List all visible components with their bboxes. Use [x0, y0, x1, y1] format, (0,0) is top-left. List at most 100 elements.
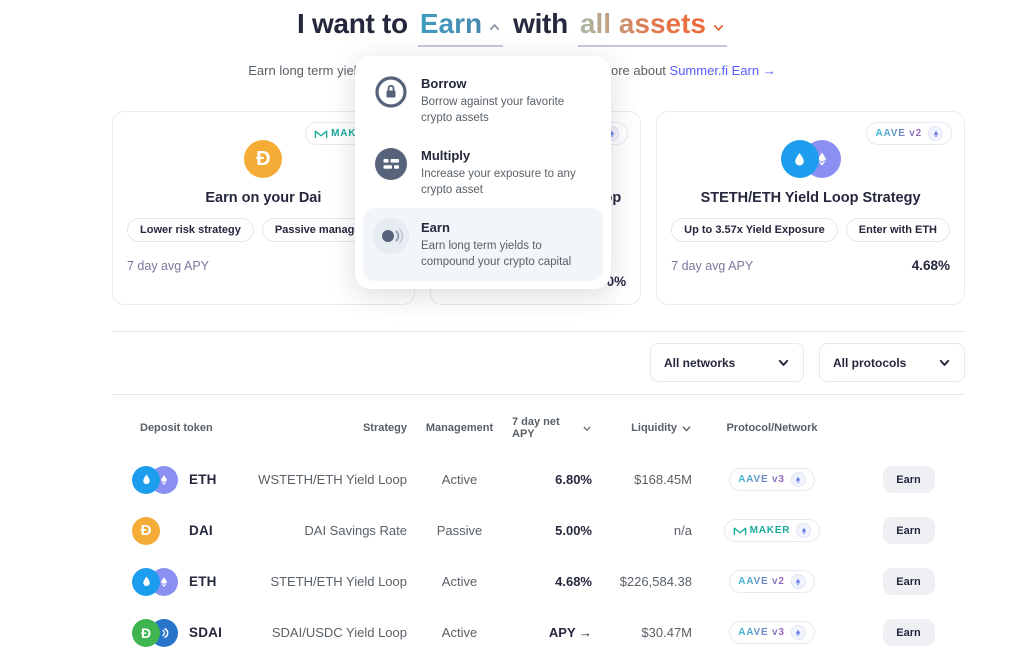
- liquidity-cell: $30.47M: [641, 625, 692, 640]
- card-steth-eth-yield-loop[interactable]: AAVE v2 STETH/ETH Yield Lo: [656, 111, 965, 305]
- product-select-label: Earn: [419, 8, 483, 39]
- menu-item-title: Borrow: [421, 76, 467, 91]
- apy-label: 7 day avg APY: [671, 258, 754, 273]
- protocol-badge-maker: MAKER: [723, 519, 821, 542]
- protocol-badge-aave-v3: AAVE v3: [729, 468, 815, 491]
- table-row[interactable]: ETH STETH/ETH Yield Loop Active 4.68% $2…: [112, 556, 965, 607]
- product-select-earn[interactable]: Earn: [417, 8, 504, 47]
- sdai-token-icon: Ð: [132, 618, 160, 647]
- token-name: SDAI: [189, 625, 223, 640]
- header-apy-sort[interactable]: 7 day net APY: [512, 416, 592, 440]
- protocols-filter-label: All protocols: [833, 355, 907, 370]
- steth-token-icon: [780, 140, 819, 178]
- protocol-badge-aave-v3: AAVE v3: [729, 621, 815, 644]
- earn-button[interactable]: Earn: [882, 568, 935, 595]
- ethereum-network-icon: [790, 574, 806, 589]
- protocol-badge-label: AAVE v2: [738, 576, 785, 587]
- header-apy-label: 7 day net APY: [512, 416, 560, 440]
- chevron-down-icon: [778, 359, 789, 366]
- protocol-badge-label: MAKER: [749, 525, 791, 536]
- table-filters: All networks All protocols: [112, 331, 965, 395]
- strategy-cell: DAI Savings Rate: [304, 523, 407, 538]
- protocol-badge-label: MAKER: [331, 128, 372, 139]
- ethereum-network-icon: [790, 472, 806, 487]
- chevron-down-icon: [583, 426, 591, 431]
- dai-token-icon: Ð: [132, 516, 160, 545]
- liquidity-cell: $168.45M: [634, 472, 692, 487]
- steth-token-icon: [132, 465, 160, 494]
- header-protocol-network: Protocol/Network: [726, 422, 818, 434]
- chevron-down-icon: [939, 359, 950, 366]
- protocol-badge-aave-v2: AAVE v2: [729, 570, 815, 593]
- chevron-down-icon: [682, 425, 691, 431]
- multiply-icon: [375, 148, 407, 181]
- steth-token-icon: [132, 567, 160, 596]
- protocol-badge-label: AAVE v3: [738, 627, 785, 638]
- protocol-badge-label: AAVE v3: [738, 474, 785, 485]
- asset-select-all-assets[interactable]: all assets: [577, 8, 727, 47]
- menu-item-title: Multiply: [421, 148, 471, 164]
- table-row[interactable]: Ð SDAI SDAI/USDC Yield Loop Active APY →…: [112, 607, 965, 658]
- ethereum-network-icon: [796, 523, 812, 538]
- table-row[interactable]: S Ð SDAI SDAI/LUSD Yield Loop Active APY…: [112, 658, 965, 663]
- strategy-cell: SDAI/USDC Yield Loop: [271, 625, 407, 640]
- card-pill: Enter with ETH: [845, 218, 950, 242]
- header-strategy: Strategy: [362, 422, 407, 434]
- table-row[interactable]: ETH WSTETH/ETH Yield Loop Active 6.80% $…: [112, 454, 965, 505]
- borrow-lock-icon: [375, 76, 407, 108]
- apy-label: 7 day avg APY: [127, 258, 210, 273]
- apy-cell: 6.80%: [555, 472, 592, 487]
- token-name: ETH: [189, 574, 217, 589]
- networks-filter-label: All networks: [664, 355, 736, 370]
- ethereum-network-icon: [928, 126, 943, 141]
- card-title: Earn on your Dai: [205, 190, 322, 206]
- asset-select-label: all assets: [579, 8, 706, 39]
- apy-cell: 4.68%: [555, 574, 592, 589]
- maker-logo-icon: [314, 130, 328, 138]
- menu-item-description: Borrow against your favorite crypto asse…: [421, 96, 565, 125]
- arrow-right-icon: →: [762, 63, 776, 78]
- table-row[interactable]: Ð DAI DAI Savings Rate Passive 5.00% n/a…: [112, 505, 965, 556]
- header-liquidity-sort[interactable]: Liquidity: [592, 422, 692, 434]
- card-title: STETH/ETH Yield Loop Strategy: [700, 190, 921, 206]
- management-cell: Active: [441, 625, 478, 640]
- strategy-cell: STETH/ETH Yield Loop: [270, 574, 407, 589]
- chevron-down-icon: [713, 24, 724, 31]
- menu-item-multiply[interactable]: Multiply Increase your exposure to any c…: [363, 136, 603, 208]
- title-prefix: I want to: [296, 8, 408, 39]
- ethereum-network-icon: [790, 625, 806, 640]
- protocol-badge-label: AAVE v2: [875, 128, 922, 139]
- maker-logo-icon: [733, 527, 746, 535]
- protocol-badge-aave-v2: AAVE v2: [866, 122, 952, 145]
- header-liquidity-label: Liquidity: [631, 422, 677, 434]
- menu-item-title: Earn: [421, 220, 450, 236]
- menu-item-description: Earn long term yields to compound your c…: [421, 240, 572, 269]
- menu-item-earn[interactable]: Earn Earn long term yields to compound y…: [363, 208, 603, 281]
- liquidity-cell: n/a: [673, 523, 692, 538]
- protocols-filter-select[interactable]: All protocols: [819, 343, 965, 382]
- token-name: DAI: [189, 523, 213, 538]
- menu-item-description: Increase your exposure to any crypto ass…: [421, 168, 576, 197]
- liquidity-cell: $226,584.38: [619, 574, 692, 589]
- apy-value: 4.68%: [911, 258, 950, 273]
- page-title: I want to Earn with all assets: [0, 0, 1024, 47]
- apy-cell: 5.00%: [555, 523, 592, 538]
- earn-button[interactable]: Earn: [882, 466, 935, 493]
- earn-button[interactable]: Earn: [882, 619, 935, 646]
- menu-item-borrow[interactable]: Borrow Borrow against your favorite cryp…: [363, 64, 603, 136]
- earn-button[interactable]: Earn: [882, 517, 935, 544]
- management-cell: Active: [441, 574, 478, 589]
- table-header-row: Deposit token Strategy Management 7 day …: [112, 399, 965, 454]
- dai-token-icon: Ð: [244, 140, 283, 178]
- product-dropdown-menu: Borrow Borrow against your favorite cryp…: [355, 56, 611, 289]
- networks-filter-select[interactable]: All networks: [650, 343, 804, 382]
- header-deposit-token: Deposit token: [140, 422, 213, 434]
- token-name: ETH: [189, 472, 217, 487]
- summerfi-earn-link[interactable]: Summer.fi Earn: [669, 63, 760, 78]
- card-pill: Lower risk strategy: [127, 218, 254, 242]
- title-connector: with: [513, 8, 568, 39]
- apy-cell: APY →: [548, 625, 592, 640]
- strategy-cell: WSTETH/ETH Yield Loop: [258, 472, 407, 487]
- card-pill: Up to 3.57x Yield Exposure: [671, 218, 838, 242]
